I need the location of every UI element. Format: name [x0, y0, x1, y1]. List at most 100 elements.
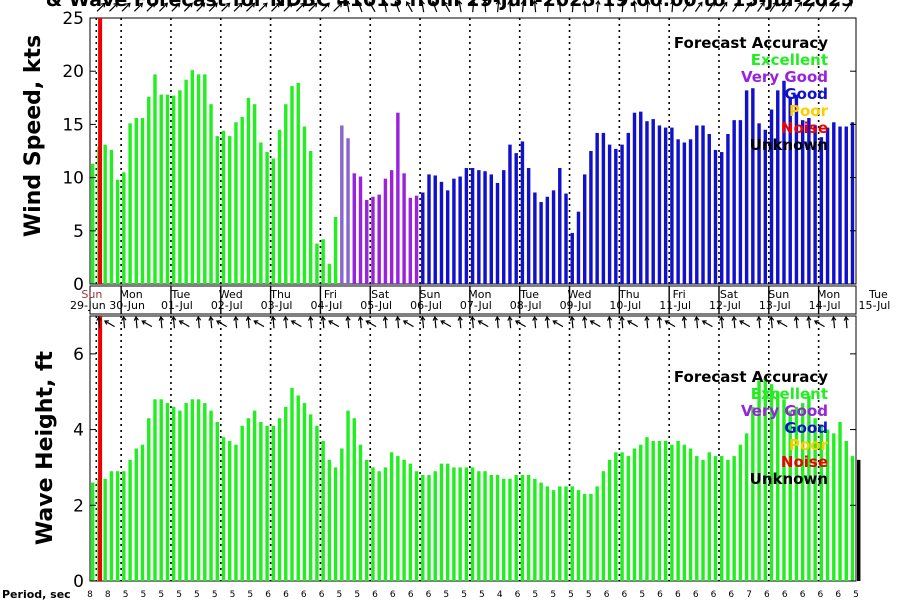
period-value: 5 [141, 590, 147, 600]
bar [688, 448, 693, 581]
day-name-label: Sat [371, 288, 390, 301]
bar [383, 178, 388, 284]
bar [651, 119, 655, 284]
period-value: 6 [657, 590, 663, 600]
direction-arrow [469, 315, 476, 329]
bar [308, 414, 313, 581]
direction-arrow [807, 1, 815, 12]
bar [321, 239, 325, 284]
period-value: 6 [800, 590, 806, 600]
legend-entry: Poor [789, 102, 829, 120]
direction-arrow [171, 2, 181, 12]
period-value: 6 [265, 590, 271, 600]
bar [109, 149, 114, 284]
direction-arrow [395, 315, 401, 329]
period-value: 6 [319, 590, 325, 600]
bar [526, 475, 531, 581]
bar [645, 437, 649, 581]
top-y-axis-label: Wind Speed, kts [21, 35, 46, 237]
direction-arrow [121, 2, 131, 12]
day-name-label: Fri [324, 288, 337, 301]
bar [140, 118, 145, 285]
bar [589, 493, 593, 581]
direction-arrow [757, 1, 765, 12]
day-name-label: Tue [171, 288, 191, 301]
day-name-label: Sun [81, 288, 102, 301]
bar [595, 132, 599, 284]
direction-arrow [470, 0, 477, 13]
day-name-label: Mon [468, 288, 491, 301]
bar [277, 129, 282, 284]
direction-arrow [557, 0, 563, 13]
bar [315, 243, 319, 284]
bar [271, 158, 276, 284]
date-label: 30-Jun [109, 299, 145, 312]
day-name-label: Tue [519, 288, 539, 301]
bar [427, 475, 431, 581]
direction-arrow [819, 1, 827, 12]
bar [340, 448, 344, 581]
bar [807, 118, 811, 285]
period-value: 5 [586, 590, 592, 600]
bar [726, 459, 730, 581]
direction-arrow [233, 315, 239, 329]
legend-title: Forecast Accuracy [674, 34, 828, 52]
bar [383, 467, 388, 581]
bar [452, 467, 456, 581]
direction-arrow [514, 320, 526, 328]
bar [358, 176, 363, 284]
bar [277, 418, 282, 581]
bar [558, 486, 562, 581]
direction-arrow [196, 2, 206, 12]
bar [713, 149, 718, 284]
bar [483, 471, 487, 581]
direction-arrow [290, 320, 302, 328]
direction-arrow [645, 0, 651, 13]
y-tick-label: 2 [73, 496, 84, 516]
legend-entry: Very Good [741, 68, 828, 86]
bar [389, 452, 394, 581]
direction-arrow [345, 315, 351, 329]
bar [663, 440, 668, 581]
bar [352, 173, 356, 284]
period-value: 6 [622, 590, 628, 600]
y-tick-label: 4 [73, 421, 84, 441]
direction-arrow [569, 315, 575, 329]
y-tick-label: 6 [73, 345, 84, 365]
direction-arrow [320, 2, 331, 12]
direction-arrow [394, 0, 400, 13]
direction-arrow [246, 2, 256, 12]
bar [719, 456, 724, 581]
bar [676, 440, 680, 581]
direction-arrow [582, 315, 588, 329]
bar [265, 425, 269, 581]
bar [707, 133, 711, 284]
bar [850, 122, 855, 285]
bar [495, 182, 500, 284]
period-value: 7 [746, 590, 752, 600]
bar [215, 136, 219, 284]
direction-arrow [719, 1, 728, 12]
bar [134, 448, 139, 581]
date-label: 06-Jul [410, 299, 442, 312]
bar [545, 486, 550, 581]
bar [203, 74, 207, 284]
y-tick-label: 0 [73, 572, 84, 592]
direction-arrow [344, 0, 351, 13]
bar [421, 192, 425, 284]
bar [252, 410, 257, 581]
bar [315, 425, 319, 581]
bar [788, 410, 792, 581]
bar [333, 216, 338, 284]
bar [601, 132, 606, 284]
bar [246, 418, 251, 581]
bar [508, 478, 512, 581]
direction-arrow [221, 2, 231, 12]
bar [701, 459, 705, 581]
bar [265, 152, 269, 284]
period-value: 6 [818, 590, 824, 600]
direction-arrow [731, 315, 737, 329]
direction-arrow [620, 0, 626, 13]
bar [520, 141, 525, 284]
bar [159, 94, 163, 284]
